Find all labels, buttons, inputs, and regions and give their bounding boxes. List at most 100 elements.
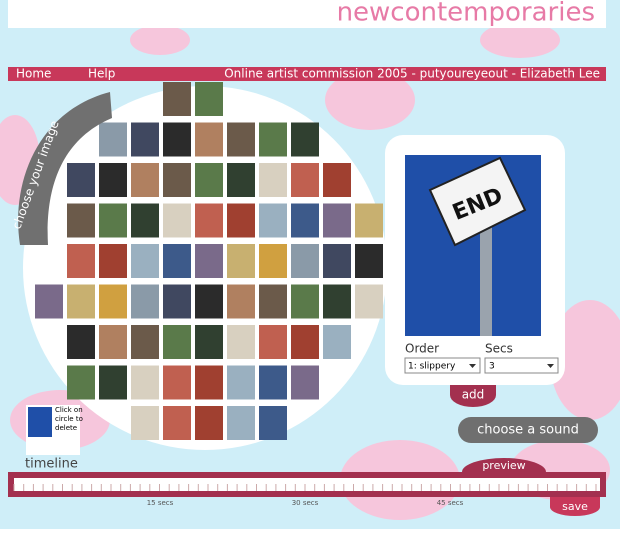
thumbnail[interactable] xyxy=(195,122,223,157)
order-select[interactable] xyxy=(404,357,481,374)
thumbnail[interactable] xyxy=(163,406,191,440)
thumbnail[interactable] xyxy=(67,163,95,197)
thumbnail[interactable] xyxy=(99,163,127,197)
thumbnail[interactable] xyxy=(67,203,95,238)
secs-value[interactable]: 3 xyxy=(489,362,495,372)
site-title: newcontemporaries xyxy=(337,0,595,28)
timeline-marks: 15 secs 30 secs 45 secs xyxy=(147,499,464,507)
thumbnail[interactable] xyxy=(99,365,127,400)
thumbnail[interactable] xyxy=(131,406,159,440)
thumbnail[interactable] xyxy=(259,203,287,238)
thumbnail[interactable] xyxy=(227,122,255,157)
thumbnail[interactable] xyxy=(195,325,223,359)
thumbnail[interactable] xyxy=(195,203,223,238)
thumbnail[interactable] xyxy=(227,365,255,400)
save-button[interactable] xyxy=(550,497,600,516)
thumbnail[interactable] xyxy=(227,163,255,197)
thumbnail[interactable] xyxy=(163,122,191,157)
thumbnail[interactable] xyxy=(259,163,287,197)
thumbnail[interactable] xyxy=(323,284,351,319)
thumbnail[interactable] xyxy=(163,284,191,319)
thumbnail[interactable] xyxy=(355,203,383,238)
thumbnail[interactable] xyxy=(99,284,127,319)
choose-image-tab[interactable] xyxy=(18,92,112,245)
thumbnail[interactable] xyxy=(259,325,287,359)
thumbnail[interactable] xyxy=(259,365,287,400)
thumbnail[interactable] xyxy=(195,284,223,319)
thumbnail[interactable] xyxy=(195,244,223,278)
thumbnail[interactable] xyxy=(291,365,319,400)
timeline-label: timeline xyxy=(25,457,78,472)
thumbnail[interactable] xyxy=(227,244,255,278)
thumbnail[interactable] xyxy=(99,325,127,359)
thumbnail[interactable] xyxy=(259,122,287,157)
thumbnail[interactable] xyxy=(291,244,319,278)
timeline-ticks xyxy=(13,484,597,491)
save-label[interactable]: save xyxy=(562,500,588,513)
thumbnail[interactable] xyxy=(227,406,255,440)
thumbnail[interactable] xyxy=(131,203,159,238)
thumbnail[interactable] xyxy=(323,163,351,197)
thumbnail[interactable] xyxy=(259,284,287,319)
header-bar xyxy=(8,0,606,28)
thumbnail[interactable] xyxy=(131,244,159,278)
thumbnail[interactable] xyxy=(355,244,383,278)
secs-select[interactable] xyxy=(484,357,559,374)
thumbnail[interactable] xyxy=(355,284,383,319)
thumbnail[interactable] xyxy=(67,325,95,359)
thumbnail[interactable] xyxy=(291,284,319,319)
thumbnail[interactable] xyxy=(67,365,95,400)
thumbnail[interactable] xyxy=(99,203,127,238)
selected-thumb[interactable] xyxy=(28,407,52,437)
thumbnail[interactable] xyxy=(163,244,191,278)
thumbnail[interactable] xyxy=(131,325,159,359)
nav-home[interactable]: Home xyxy=(16,67,51,81)
nav-commission: Online artist commission 2005 - putyoure… xyxy=(224,67,600,81)
sound-button[interactable] xyxy=(458,417,598,443)
secs-arrow xyxy=(547,364,554,368)
thumbnail[interactable] xyxy=(195,82,223,116)
thumbnail[interactable] xyxy=(195,365,223,400)
thumbnail[interactable] xyxy=(195,406,223,440)
thumbnail[interactable] xyxy=(131,284,159,319)
thumbnail[interactable] xyxy=(163,82,191,116)
thumbnail[interactable] xyxy=(131,163,159,197)
thumbnail[interactable] xyxy=(323,325,351,359)
thumbnail[interactable] xyxy=(291,203,319,238)
add-button[interactable] xyxy=(450,385,496,407)
thumbnail[interactable] xyxy=(291,325,319,359)
time-mark: 45 secs xyxy=(437,499,464,507)
thumbnail[interactable] xyxy=(163,163,191,197)
thumbnail[interactable] xyxy=(259,406,287,440)
secs-label: Secs xyxy=(485,342,513,356)
thumbnail[interactable] xyxy=(291,163,319,197)
sign-pole xyxy=(480,200,492,336)
hint: Click on circle to delete xyxy=(55,406,83,432)
thumbnail[interactable] xyxy=(99,244,127,278)
thumbnail[interactable] xyxy=(227,325,255,359)
timeline-track[interactable] xyxy=(14,478,600,491)
nav-help[interactable]: Help xyxy=(88,67,115,81)
thumbnail[interactable] xyxy=(259,244,287,278)
thumbnail[interactable] xyxy=(99,122,127,157)
thumbnail[interactable] xyxy=(67,284,95,319)
thumbnail[interactable] xyxy=(163,203,191,238)
thumbnail[interactable] xyxy=(227,203,255,238)
thumbnail[interactable] xyxy=(67,244,95,278)
thumbnail[interactable] xyxy=(35,284,63,319)
thumbnail[interactable] xyxy=(131,122,159,157)
preview-label[interactable]: preview xyxy=(482,459,525,472)
thumbnail[interactable] xyxy=(195,163,223,197)
sound-label[interactable]: choose a sound xyxy=(477,423,579,438)
thumbnail[interactable] xyxy=(323,203,351,238)
thumbnail[interactable] xyxy=(323,244,351,278)
order-value[interactable]: 1: slippery xyxy=(408,362,456,372)
thumbnail[interactable] xyxy=(163,325,191,359)
thumbnail[interactable] xyxy=(227,284,255,319)
thumbnail[interactable] xyxy=(131,365,159,400)
add-label[interactable]: add xyxy=(462,388,485,402)
preview-button[interactable] xyxy=(462,458,546,472)
thumbnail[interactable] xyxy=(291,122,319,157)
thumbnail[interactable] xyxy=(163,365,191,400)
nav-bar xyxy=(8,67,606,81)
